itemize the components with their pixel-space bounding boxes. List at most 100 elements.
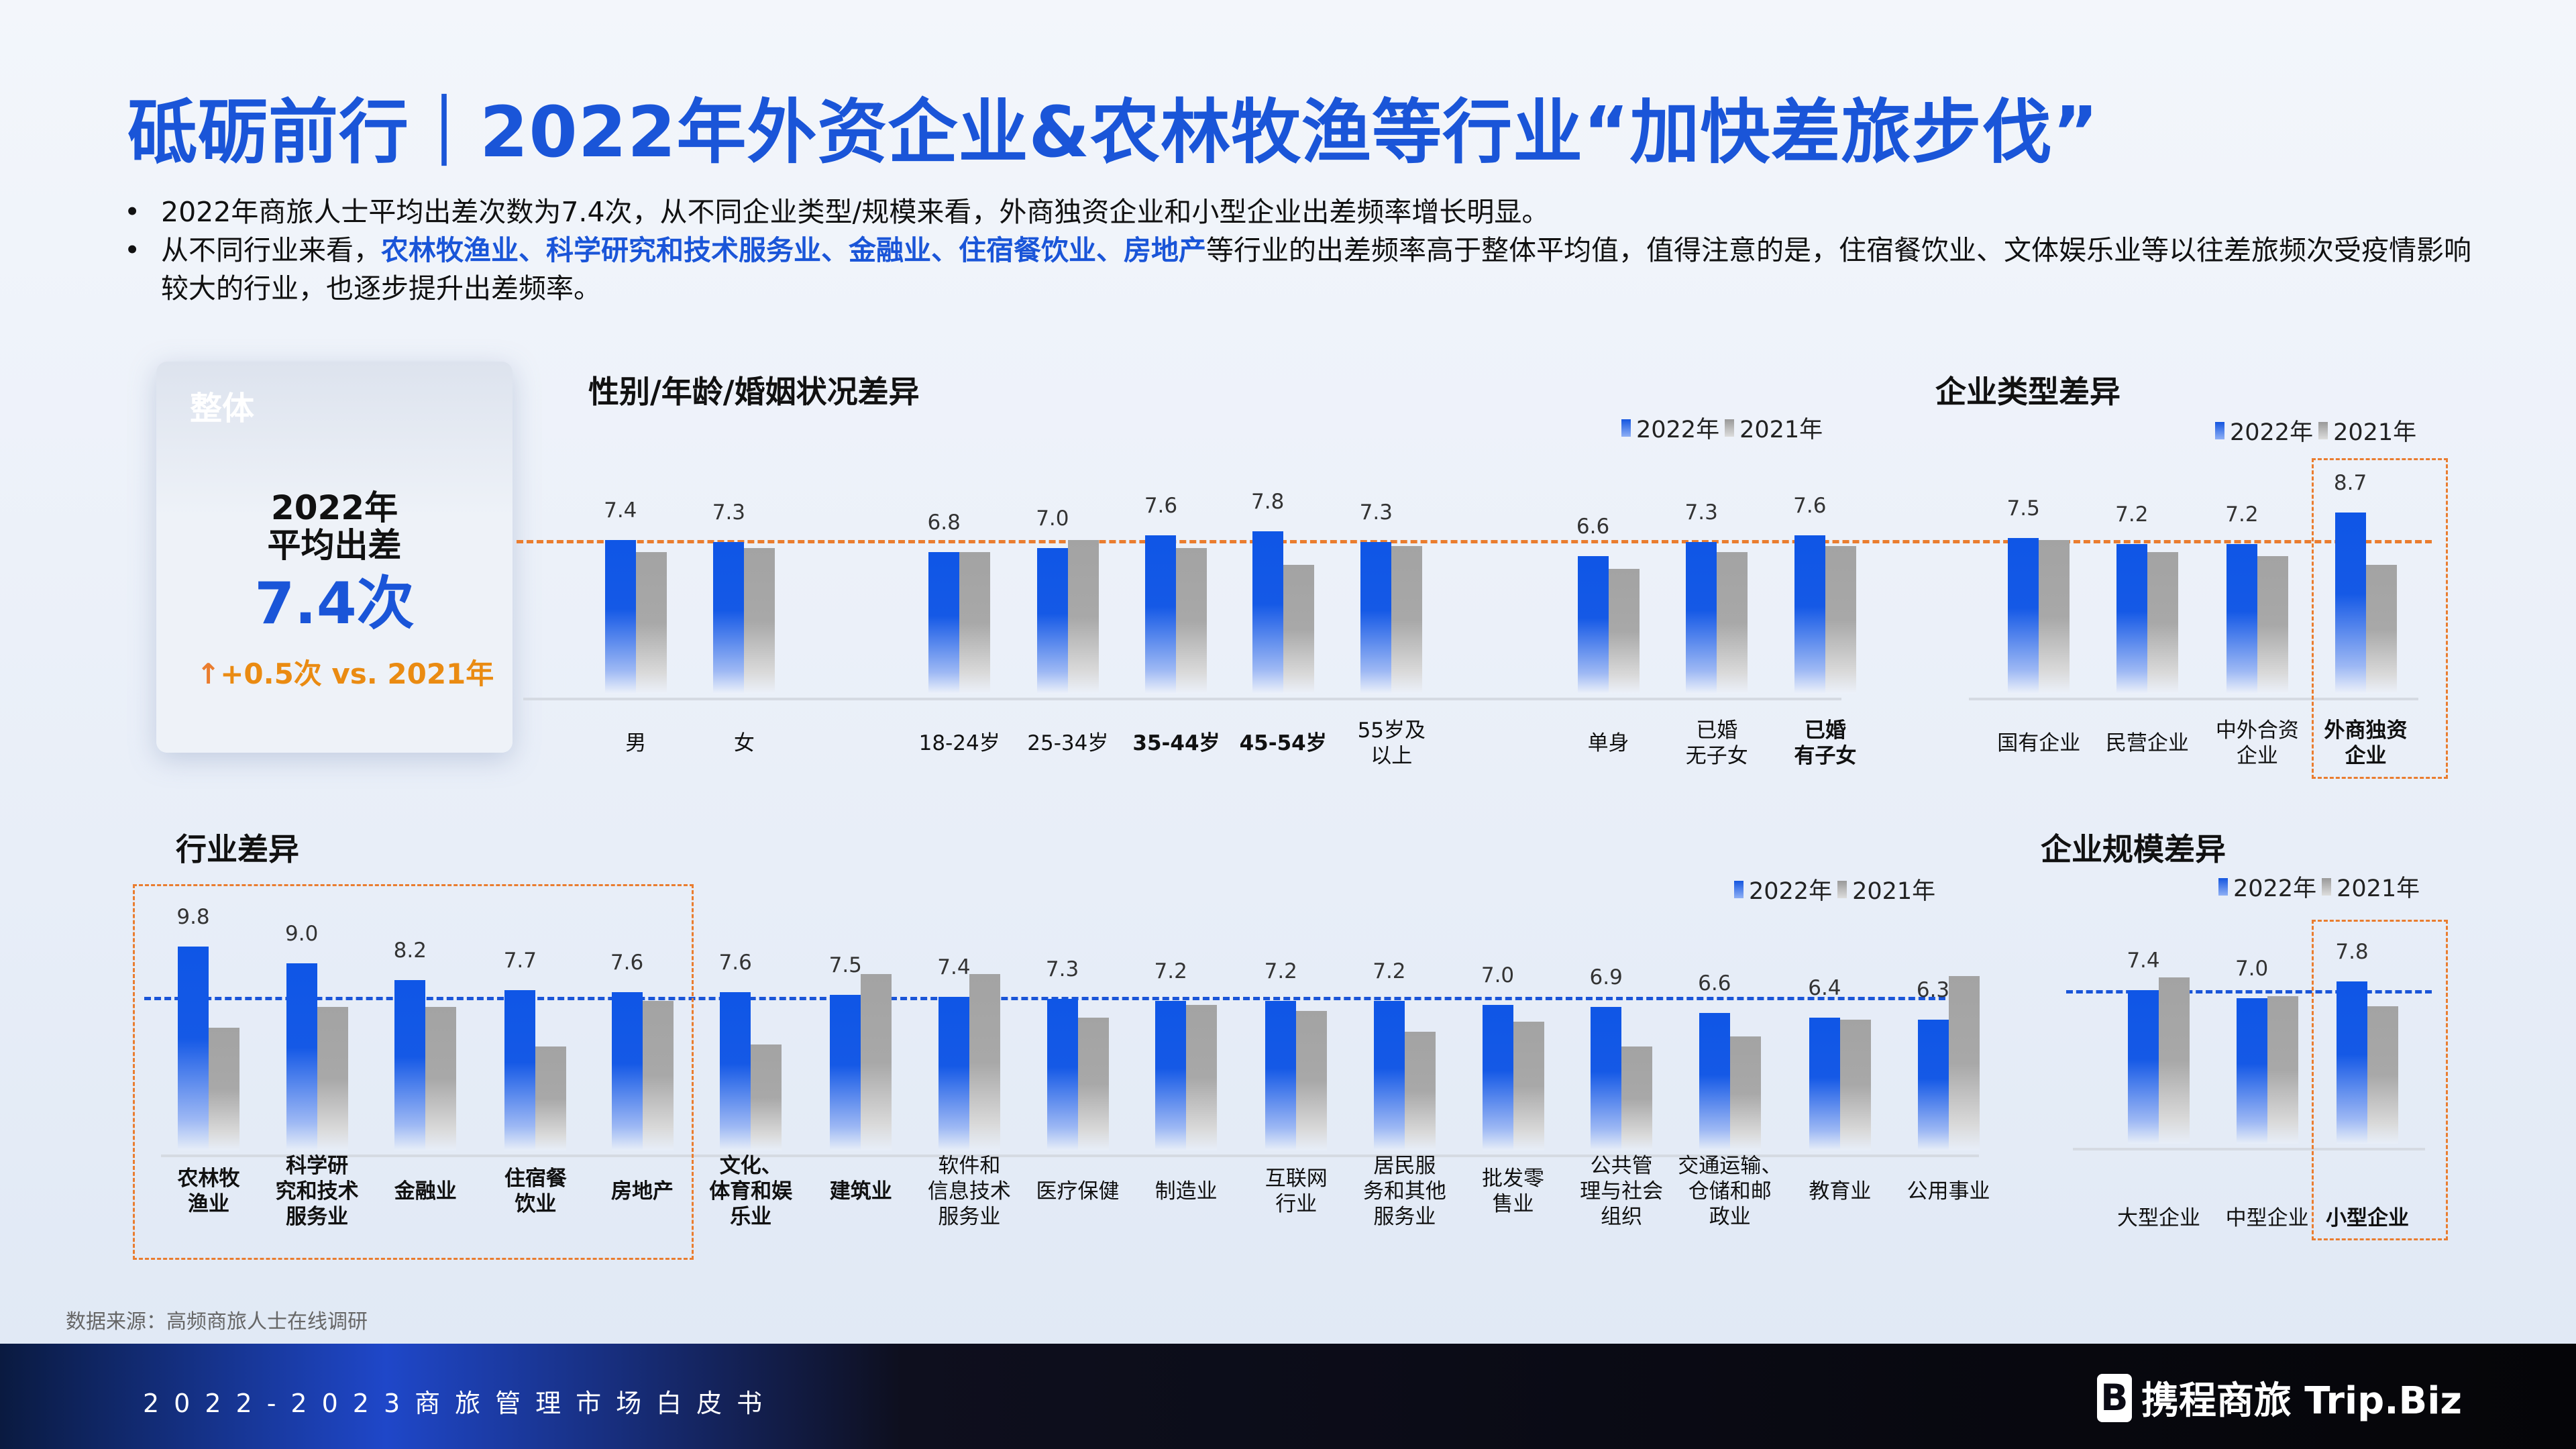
bar-2022 bbox=[938, 996, 969, 1150]
bar-2022 bbox=[1373, 1000, 1405, 1150]
category-label: 民营企业 bbox=[2105, 731, 2189, 755]
bar-2022 bbox=[1265, 1000, 1297, 1150]
category-label: 中外合资 企业 bbox=[2215, 718, 2299, 768]
category-label: 公共管 理与社会 组织 bbox=[1580, 1154, 1664, 1229]
bar-2022 bbox=[1360, 541, 1392, 694]
x-axis-line bbox=[161, 1155, 1979, 1157]
card-delta-text: +0.5次 vs. 2021年 bbox=[220, 657, 494, 690]
value-label-2022: 7.4 bbox=[2127, 948, 2160, 973]
bar-2022 bbox=[1809, 1017, 1840, 1150]
bar-2021 bbox=[1067, 539, 1099, 694]
brand-logo: B 携程商旅 Trip.Biz bbox=[2096, 1371, 2462, 1425]
bar-2022 bbox=[504, 990, 536, 1150]
bar-2022 bbox=[1917, 1019, 1949, 1150]
value-label-2022: 6.3 bbox=[1916, 977, 1950, 1002]
bar-2021 bbox=[1839, 1019, 1871, 1150]
page-title: 砥砺前行｜2022年外资企业&农林牧渔等行业“加快差旅步伐” bbox=[127, 91, 2099, 173]
bar-2022 bbox=[394, 979, 426, 1150]
card-year: 2022年 bbox=[270, 488, 398, 527]
bar-2022 bbox=[1794, 535, 1825, 694]
category-label: 建筑业 bbox=[829, 1179, 892, 1203]
bar-2021 bbox=[1186, 1005, 1218, 1150]
bar-2021 bbox=[1717, 552, 1748, 694]
value-label-2022: 8.2 bbox=[393, 938, 427, 963]
bar-2022 bbox=[1036, 548, 1068, 694]
bar-2021 bbox=[2147, 552, 2178, 694]
bar-2021 bbox=[2367, 1006, 2398, 1144]
category-label: 已婚 无子女 bbox=[1685, 718, 1748, 768]
value-label-2022: 7.5 bbox=[828, 953, 862, 977]
value-label-2022: 7.6 bbox=[610, 951, 644, 975]
bar-2022 bbox=[1686, 541, 1717, 694]
bar-2022 bbox=[2226, 543, 2257, 694]
bar-2021 bbox=[2257, 556, 2288, 694]
legend-label-2021: 2021年 bbox=[1852, 878, 1936, 905]
bar-2021 bbox=[2039, 539, 2070, 694]
legend-swatch-2022 bbox=[2215, 421, 2224, 439]
legend-swatch-2022 bbox=[1621, 419, 1631, 437]
legend-demographics: 2022年 2021年 bbox=[1621, 411, 1823, 445]
bar-2021 bbox=[535, 1046, 567, 1150]
value-label-2022: 7.2 bbox=[1373, 959, 1406, 983]
legend-swatch-2022 bbox=[2218, 877, 2228, 896]
value-label-2022: 7.2 bbox=[1154, 959, 1187, 983]
category-label: 男 bbox=[625, 731, 647, 755]
value-label-2022: 7.0 bbox=[1036, 506, 1069, 531]
legend-label-2021: 2021年 bbox=[2337, 875, 2420, 902]
category-label: 35-44岁 bbox=[1132, 731, 1220, 755]
bar-2021 bbox=[425, 1007, 457, 1150]
value-label-2022: 7.4 bbox=[937, 955, 971, 979]
value-label-2022: 7.2 bbox=[1264, 959, 1297, 983]
bar-2022 bbox=[1591, 1007, 1622, 1150]
legend-label-2022: 2022年 bbox=[2233, 875, 2317, 902]
legend-label-2022: 2022年 bbox=[2230, 419, 2314, 446]
legend-label-2021: 2021年 bbox=[2333, 419, 2417, 446]
legend-company-size: 2022年 2021年 bbox=[2218, 869, 2420, 904]
category-label: 45-54岁 bbox=[1239, 731, 1327, 755]
highlight-box bbox=[2312, 920, 2448, 1240]
bullet-1: 2022年商旅人士平均出差次数为7.4次，从不同企业类型/规模来看，外商独资企业… bbox=[124, 193, 2472, 231]
value-label-2022: 7.3 bbox=[712, 500, 746, 525]
value-label-2022: 7.3 bbox=[1684, 500, 1718, 525]
overall-card: 整体 2022年 平均出差 7.4次 ↑+0.5次 vs. 2021年 bbox=[156, 362, 513, 753]
value-label-2022: 7.6 bbox=[718, 951, 752, 975]
category-label: 交通运输、 仓储和邮 政业 bbox=[1678, 1154, 1782, 1229]
category-label: 小型企业 bbox=[2326, 1206, 2409, 1230]
bar-2021 bbox=[1391, 545, 1423, 694]
bar-2021 bbox=[969, 973, 1000, 1150]
category-label: 教育业 bbox=[1809, 1179, 1872, 1203]
bar-2021 bbox=[861, 973, 892, 1150]
category-label: 住宿餐 饮业 bbox=[504, 1167, 567, 1216]
bar-2021 bbox=[2158, 977, 2190, 1144]
category-label: 制造业 bbox=[1155, 1179, 1218, 1203]
bullet-2-suffix: 等行业的出差频率高于整体平均值，值得注意的是，住宿餐饮业、文体娱乐业等以往差旅频… bbox=[161, 234, 2471, 305]
bar-2021 bbox=[751, 1044, 782, 1150]
bar-2021 bbox=[1513, 1021, 1544, 1150]
bar-2021 bbox=[959, 552, 991, 694]
bar-2021 bbox=[317, 1007, 348, 1150]
category-label: 25-34岁 bbox=[1027, 731, 1109, 755]
value-label-2022: 7.3 bbox=[1359, 500, 1393, 525]
value-label-2022: 7.2 bbox=[2115, 502, 2149, 527]
value-label-2022: 6.4 bbox=[1808, 975, 1841, 1000]
bar-2022 bbox=[713, 541, 745, 694]
x-axis-line bbox=[2073, 1148, 2425, 1150]
logo-mark-icon: B bbox=[2096, 1373, 2132, 1422]
chart-title-company-type: 企业类型差异 bbox=[1935, 374, 2121, 410]
legend-swatch-2021 bbox=[2322, 877, 2332, 896]
bar-2022 bbox=[2236, 998, 2267, 1144]
bullet-2: 从不同行业来看，农林牧渔业、科学研究和技术服务业、金融业、住宿餐饮业、房地产等行… bbox=[124, 231, 2472, 308]
logo-text: 携程商旅 Trip.Biz bbox=[2141, 1379, 2462, 1423]
bar-2021 bbox=[1621, 1046, 1653, 1150]
value-label-2022: 7.0 bbox=[2235, 957, 2269, 981]
bar-2021 bbox=[1176, 548, 1208, 694]
category-label: 科学研 究和技术 服务业 bbox=[275, 1154, 359, 1229]
card-label: 平均出差 bbox=[267, 526, 402, 565]
bar-2022 bbox=[1046, 998, 1078, 1150]
category-label: 55岁及 以上 bbox=[1357, 718, 1426, 768]
value-label-2022: 8.7 bbox=[2333, 471, 2367, 496]
bar-2022 bbox=[2337, 981, 2367, 1144]
bar-2021 bbox=[1283, 564, 1314, 694]
legend-industry: 2022年 2021年 bbox=[1734, 872, 1935, 906]
bar-2021 bbox=[1077, 1017, 1109, 1150]
